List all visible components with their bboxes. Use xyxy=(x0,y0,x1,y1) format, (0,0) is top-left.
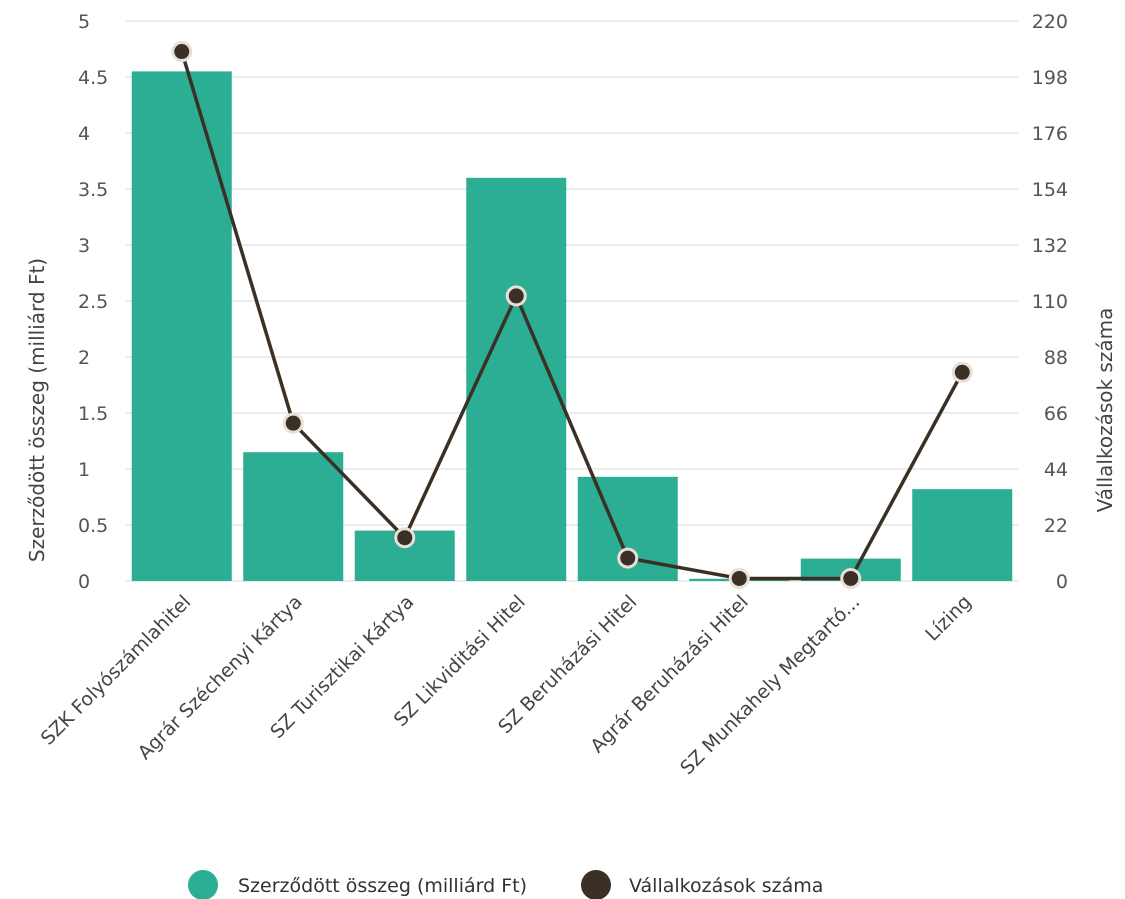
right-tick-label: 110 xyxy=(1032,291,1068,313)
line-point xyxy=(951,361,973,383)
left-tick-label: 0.5 xyxy=(78,515,108,537)
line-point xyxy=(394,527,416,549)
right-tick-label: 176 xyxy=(1032,123,1068,145)
legend-item-bars[interactable]: Szerződött összeg (milliárd Ft) xyxy=(188,870,527,899)
legend-item-line[interactable]: Vállalkozások száma xyxy=(581,870,823,899)
line-point xyxy=(617,547,639,569)
left-axis-ticks: 0 0.5 1 1.5 2 2.5 3 3.5 4 4.5 5 xyxy=(78,11,108,593)
left-tick-label: 5 xyxy=(78,11,90,33)
category-label: SZ Munkahely Megtartó... xyxy=(676,591,864,779)
left-tick-label: 4.5 xyxy=(78,67,108,89)
left-axis-title: Szerződött összeg (milliárd Ft) xyxy=(25,258,49,562)
line-point xyxy=(171,41,193,63)
left-tick-label: 1.5 xyxy=(78,403,108,425)
right-tick-label: 44 xyxy=(1044,459,1068,481)
right-tick-label: 154 xyxy=(1032,179,1068,201)
category-label: Lízing xyxy=(921,591,976,646)
series-line xyxy=(180,51,964,581)
bar xyxy=(912,489,1013,581)
right-tick-label: 22 xyxy=(1044,515,1068,537)
line-point xyxy=(505,285,527,307)
left-tick-label: 4 xyxy=(78,123,90,145)
legend-label-bars: Szerződött összeg (milliárd Ft) xyxy=(238,875,527,897)
legend-swatch-bars xyxy=(188,870,218,899)
left-tick-label: 1 xyxy=(78,459,90,481)
bar-series xyxy=(131,71,1013,582)
right-tick-label: 88 xyxy=(1044,347,1068,369)
right-axis-ticks: 0 22 44 66 88 110 132 154 176 198 220 xyxy=(1032,11,1068,593)
right-axis-title: Vállalkozások száma xyxy=(1093,308,1117,513)
right-tick-label: 198 xyxy=(1032,67,1068,89)
line-point xyxy=(728,567,750,589)
line-point xyxy=(840,567,862,589)
left-tick-label: 3 xyxy=(78,235,90,257)
left-tick-label: 2.5 xyxy=(78,291,108,313)
legend: Szerződött összeg (milliárd Ft) Vállalko… xyxy=(188,870,823,899)
left-tick-label: 3.5 xyxy=(78,179,108,201)
right-tick-label: 0 xyxy=(1056,571,1068,593)
bar xyxy=(243,452,344,581)
legend-swatch-line xyxy=(581,870,611,899)
bar xyxy=(466,177,567,582)
legend-label-line: Vállalkozások száma xyxy=(629,875,823,897)
left-tick-label: 2 xyxy=(78,347,90,369)
bar xyxy=(131,71,232,582)
right-tick-label: 66 xyxy=(1044,403,1068,425)
line-series xyxy=(171,41,973,589)
line-point xyxy=(282,412,304,434)
left-tick-label: 0 xyxy=(78,571,90,593)
right-tick-label: 220 xyxy=(1032,11,1068,33)
right-tick-label: 132 xyxy=(1032,235,1068,257)
